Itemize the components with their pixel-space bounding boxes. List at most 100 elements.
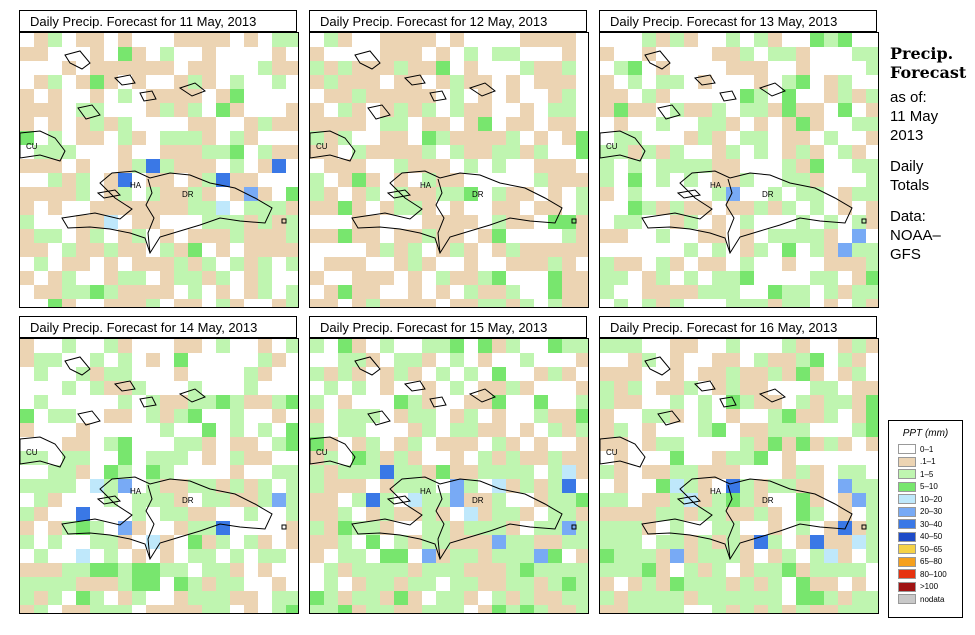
precip-cell [492,145,506,159]
precip-cell [810,507,824,521]
precip-cell [338,89,352,103]
precip-cell [712,215,726,229]
precip-cell [810,577,824,591]
precip-cell [450,381,464,395]
coastline-bahamas1 [644,50,671,70]
precip-cell [216,173,230,187]
precip-cell [520,563,534,577]
precip-cell [324,605,338,613]
precip-cell [380,465,394,479]
precip-cell [464,299,478,307]
precip-cell [464,521,478,535]
precip-cell [352,117,366,131]
precip-cell [852,257,866,271]
precip-cell [310,549,324,563]
precip-cell [656,479,670,493]
precip-cell [506,89,520,103]
precip-cell [338,591,352,605]
precip-cell [48,187,62,201]
precip-cell [628,507,642,521]
precip-cell [48,271,62,285]
legend-label: 30–40 [920,519,943,529]
precip-cell [394,229,408,243]
precip-cell [258,61,272,75]
precip-cell [642,437,656,451]
precip-cell [132,271,146,285]
precip-cell [492,187,506,201]
precip-cell [548,187,562,201]
precip-cell [464,437,478,451]
precip-cell [548,577,562,591]
precip-cell [628,521,642,535]
precip-cell [768,229,782,243]
precip-cell [48,173,62,187]
precip-cell [628,103,642,117]
precip-cell [324,535,338,549]
precip-cell [202,395,216,409]
precip-cell [548,409,562,423]
precip-cell [768,103,782,117]
precip-cell [20,451,34,465]
precip-cell [34,507,48,521]
coastline-hispaniola [61,170,273,255]
precip-cell [852,465,866,479]
precip-cell [436,437,450,451]
precip-cell [754,423,768,437]
precip-cell [796,367,810,381]
precip-cell [614,117,628,131]
precip-cell [422,103,436,117]
precip-cell [174,187,188,201]
precip-cell [562,521,576,535]
precip-cell [600,271,614,285]
precip-cell [726,145,740,159]
precip-cell [712,131,726,145]
precip-cell [782,367,796,381]
forecast-info: Precip. Forecast as of: 11 May 2013 Dail… [890,44,970,264]
precip-cell [366,215,380,229]
precip-cell [146,465,160,479]
precip-cell [548,493,562,507]
precip-cell [324,285,338,299]
precip-cell [838,243,852,257]
precip-cell [352,437,366,451]
precip-cell [824,591,838,605]
precip-cell [174,577,188,591]
precip-cell [726,33,740,47]
precip-cell [464,395,478,409]
precip-cell [76,605,90,613]
precip-cell [506,437,520,451]
precip-cell [34,243,48,257]
precip-cell [628,563,642,577]
precip-cell [642,563,656,577]
legend-entry: 65–80 [889,556,962,569]
precip-cell [338,507,352,521]
precip-cell [712,521,726,535]
precip-cell [188,131,202,145]
precip-cell [600,605,614,613]
precip-cell [796,395,810,409]
precip-cell [712,423,726,437]
precip-cell [726,409,740,423]
precip-cell [324,61,338,75]
precip-cell [534,395,548,409]
precip-cell [408,89,422,103]
precip-cell [600,47,614,61]
precip-cell [740,493,754,507]
precip-cell [562,367,576,381]
precip-cell [380,131,394,145]
precip-cell [576,173,588,187]
precip-cell [174,563,188,577]
precip-cell [118,131,132,145]
precip-cell [394,563,408,577]
panel-title: Daily Precip. Forecast for 13 May, 2013 [599,10,877,32]
precip-cell [600,381,614,395]
precip-cell [160,535,174,549]
precip-cell [230,89,244,103]
legend-entry: >100 [889,581,962,594]
precip-cell [20,339,34,353]
precip-cell [824,75,838,89]
precip-cell [492,339,506,353]
precip-cell [852,591,866,605]
precip-cell [118,89,132,103]
precip-cell [548,117,562,131]
